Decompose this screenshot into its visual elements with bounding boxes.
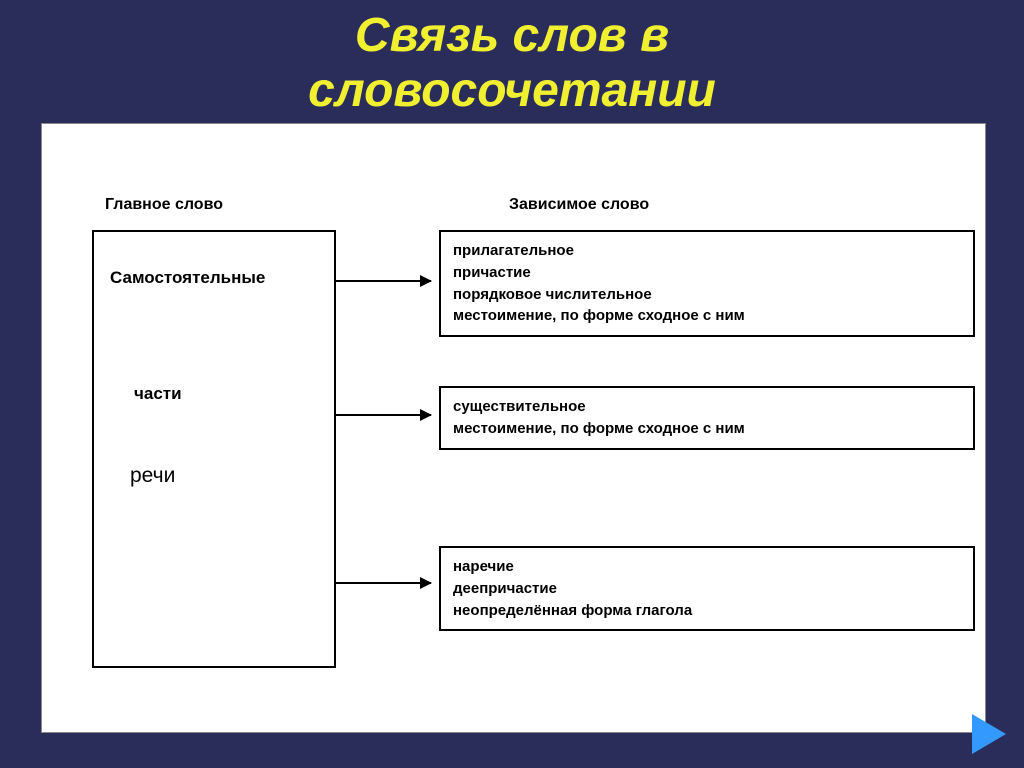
arrow-3: [336, 582, 431, 584]
main-word-label: Главное слово: [105, 196, 223, 214]
arrow-2: [336, 414, 431, 416]
dep2-line2: местоимение, по форме сходное с ним: [453, 418, 961, 440]
left-box-line2: части: [134, 384, 182, 404]
title-line1: Связь слов в: [355, 9, 669, 62]
dependent-word-label: Зависимое слово: [509, 196, 649, 214]
slide-title: Связь слов в словосочетании: [0, 0, 1024, 118]
dependent-box-1: прилагательное причастие порядковое числ…: [439, 230, 975, 337]
dep3-line1: наречие: [453, 556, 961, 578]
dep1-line3: порядковое числительное: [453, 284, 961, 306]
dep1-line2: причастие: [453, 262, 961, 284]
left-box-line3: речи: [130, 464, 175, 488]
dep3-line3: неопределённая форма глагола: [453, 600, 961, 622]
diagram-panel: Главное слово Зависимое слово Самостояте…: [41, 123, 986, 733]
arrow-1: [336, 280, 431, 282]
dep1-line1: прилагательное: [453, 240, 961, 262]
dependent-box-3: наречие деепричастие неопределённая форм…: [439, 546, 975, 631]
dep1-line4: местоимение, по форме сходное с ним: [453, 305, 961, 327]
dependent-box-2: существительное местоимение, по форме сх…: [439, 386, 975, 450]
title-line2: словосочетании: [308, 64, 716, 117]
left-box-line1: Самостоятельные: [110, 268, 265, 288]
main-word-box: Самостоятельные части речи: [92, 230, 336, 668]
dep2-line1: существительное: [453, 396, 961, 418]
dep3-line2: деепричастие: [453, 578, 961, 600]
next-slide-button[interactable]: [972, 714, 1006, 754]
